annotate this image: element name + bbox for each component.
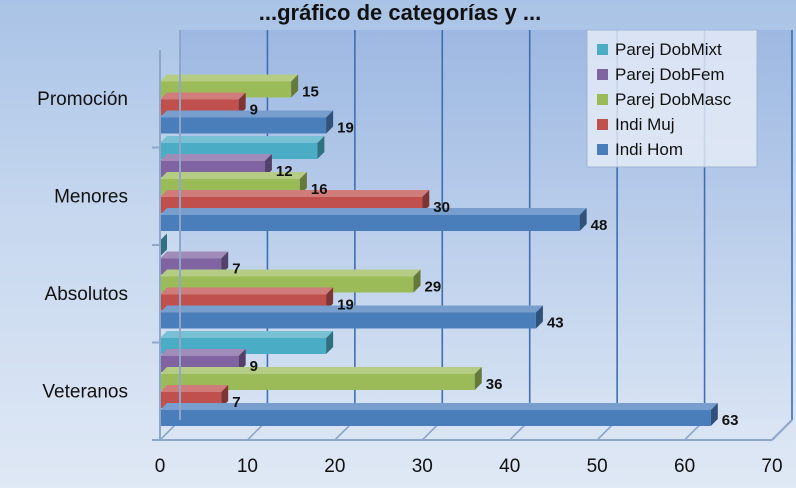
bar [160, 367, 482, 390]
legend-swatch [597, 144, 608, 155]
x-tick-label: 40 [499, 456, 520, 477]
category-label: Absolutos [45, 284, 128, 305]
chart-title: ...gráfico de categorías y ... [259, 0, 541, 25]
data-label: 48 [591, 217, 608, 234]
category-label: Menores [54, 186, 128, 207]
data-label: 19 [337, 297, 354, 314]
legend-swatch [597, 94, 608, 105]
data-label: 7 [232, 394, 240, 411]
data-label: 9 [250, 102, 258, 119]
data-label: 12 [276, 163, 293, 180]
bar [160, 233, 167, 257]
data-label: 15 [302, 84, 319, 101]
x-tick-label: 50 [587, 456, 608, 477]
x-tick-label: 10 [237, 456, 258, 477]
bar [160, 208, 587, 231]
legend-label: Parej DobMasc [615, 90, 732, 109]
legend-swatch [597, 69, 608, 80]
x-tick-label: 0 [155, 456, 166, 477]
data-label: 43 [547, 315, 564, 332]
data-label: 30 [433, 199, 450, 216]
axes: 0 10 20 30 40 50 60 70 Veteranos Absolutos Menores… [37, 30, 793, 477]
data-label: 63 [722, 412, 739, 429]
bar [160, 305, 543, 329]
category-label: Promoción [37, 89, 128, 110]
legend-label: Indi Muj [615, 115, 675, 134]
legend-swatch [597, 44, 608, 55]
legend-box [586, 29, 758, 168]
data-label: 7 [232, 261, 240, 278]
x-tick-label: 70 [761, 456, 782, 477]
legend-label: Indi Hom [615, 140, 683, 159]
category-label: Veteranos [42, 381, 128, 402]
x-tick-label: 30 [412, 456, 433, 477]
legend-label: Parej DobFem [615, 65, 725, 84]
bar [160, 403, 718, 426]
bar [160, 110, 334, 134]
x-tick-label: 20 [324, 456, 345, 477]
legend-swatch [597, 119, 608, 130]
data-label: 9 [250, 358, 258, 375]
floor-edge [771, 419, 793, 441]
bars [160, 74, 718, 426]
legend: Parej DobMixt Parej DobFem Parej DobMasc In… [586, 29, 758, 168]
data-label: 19 [337, 120, 354, 137]
x-tick-label: 60 [674, 456, 695, 477]
data-label: 36 [486, 376, 503, 393]
chart-title-group: ...gráfico de categorías y ... [259, 0, 541, 25]
data-label: 16 [311, 181, 328, 198]
legend-label: Parej DobMixt [615, 40, 722, 59]
data-labels: 9 36 7 63 7 29 19 43 12 16 30 48 15 9 19 [232, 84, 738, 430]
data-label: 29 [425, 279, 442, 296]
